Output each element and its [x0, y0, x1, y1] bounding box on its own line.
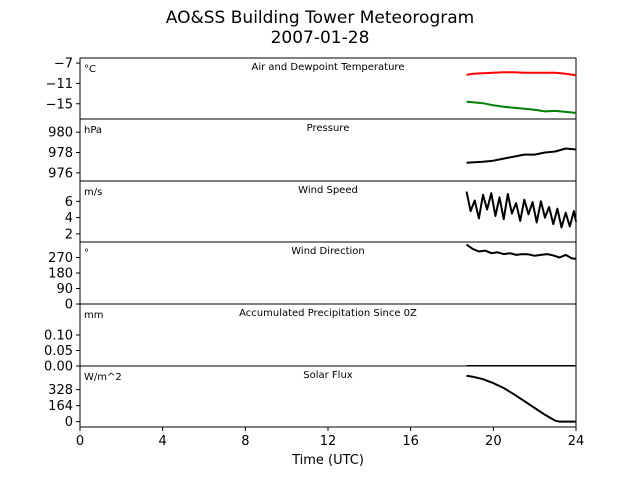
panel-frame-6 [79, 365, 577, 428]
y-tick-label: 180 [48, 267, 73, 282]
chart-subtitle: 2007-01-28 [270, 28, 370, 48]
x-tick-label: 0 [76, 434, 84, 449]
panel-unit-3: m/s [84, 187, 102, 198]
panel-unit-5: mm [84, 310, 103, 321]
y-tick-label: 0.05 [44, 344, 73, 359]
panel-frame-5 [79, 303, 577, 367]
y-tick-label: 980 [48, 126, 73, 141]
x-axis-label: Time (UTC) [292, 453, 364, 468]
x-tick-label: 16 [402, 434, 419, 449]
y-tick-label: 0.10 [44, 329, 73, 344]
y-tick-label: 270 [48, 251, 73, 266]
y-tick-label: 976 [48, 166, 73, 181]
y-tick-label: 328 [48, 383, 73, 398]
panel-title-3: Wind Speed [298, 185, 358, 196]
panel-title-4: Wind Direction [291, 246, 365, 257]
x-tick-label: 24 [568, 434, 585, 449]
y-tick-label: 0.00 [44, 360, 73, 375]
series-line-4-1 [465, 243, 577, 260]
x-tick-label: 12 [320, 434, 337, 449]
y-tick-label: 164 [48, 399, 73, 414]
y-tick-label: 0 [65, 298, 73, 313]
series-line-1-1 [466, 71, 577, 77]
y-tick-label: 90 [56, 282, 73, 297]
panel-frame-2 [79, 118, 577, 182]
y-tick-label: 2 [65, 227, 73, 242]
series-line-1-2 [466, 100, 577, 114]
panel-title-6: Solar Flux [303, 370, 353, 381]
panel-title-2: Pressure [307, 123, 350, 134]
x-tick-label: 4 [159, 434, 167, 449]
series-line-2-1 [466, 147, 577, 164]
y-tick-label: 0 [65, 415, 73, 430]
panel-unit-6: W/m^2 [84, 372, 122, 383]
panel-unit-2: hPa [84, 125, 102, 136]
y-tick-label: −11 [46, 77, 73, 92]
panel-frame-1 [79, 57, 577, 120]
x-tick-label: 8 [241, 434, 249, 449]
y-tick-label: 978 [48, 146, 73, 161]
y-tick-label: 4 [65, 211, 73, 226]
y-tick-label: 6 [65, 195, 73, 210]
panel-frame-3 [79, 180, 577, 243]
panel-title-1: Air and Dewpoint Temperature [252, 62, 405, 73]
y-tick-label: −7 [54, 57, 73, 72]
panel-unit-1: °C [84, 64, 96, 75]
chart-title: AO&SS Building Tower Meteorogram [165, 8, 475, 28]
series-line-6-1 [466, 374, 576, 423]
series-line-3-1 [465, 191, 577, 229]
panel-unit-4: ° [84, 248, 89, 259]
x-tick-label: 20 [485, 434, 502, 449]
panel-title-5: Accumulated Precipitation Since 0Z [239, 308, 417, 319]
y-tick-label: −15 [46, 97, 73, 112]
